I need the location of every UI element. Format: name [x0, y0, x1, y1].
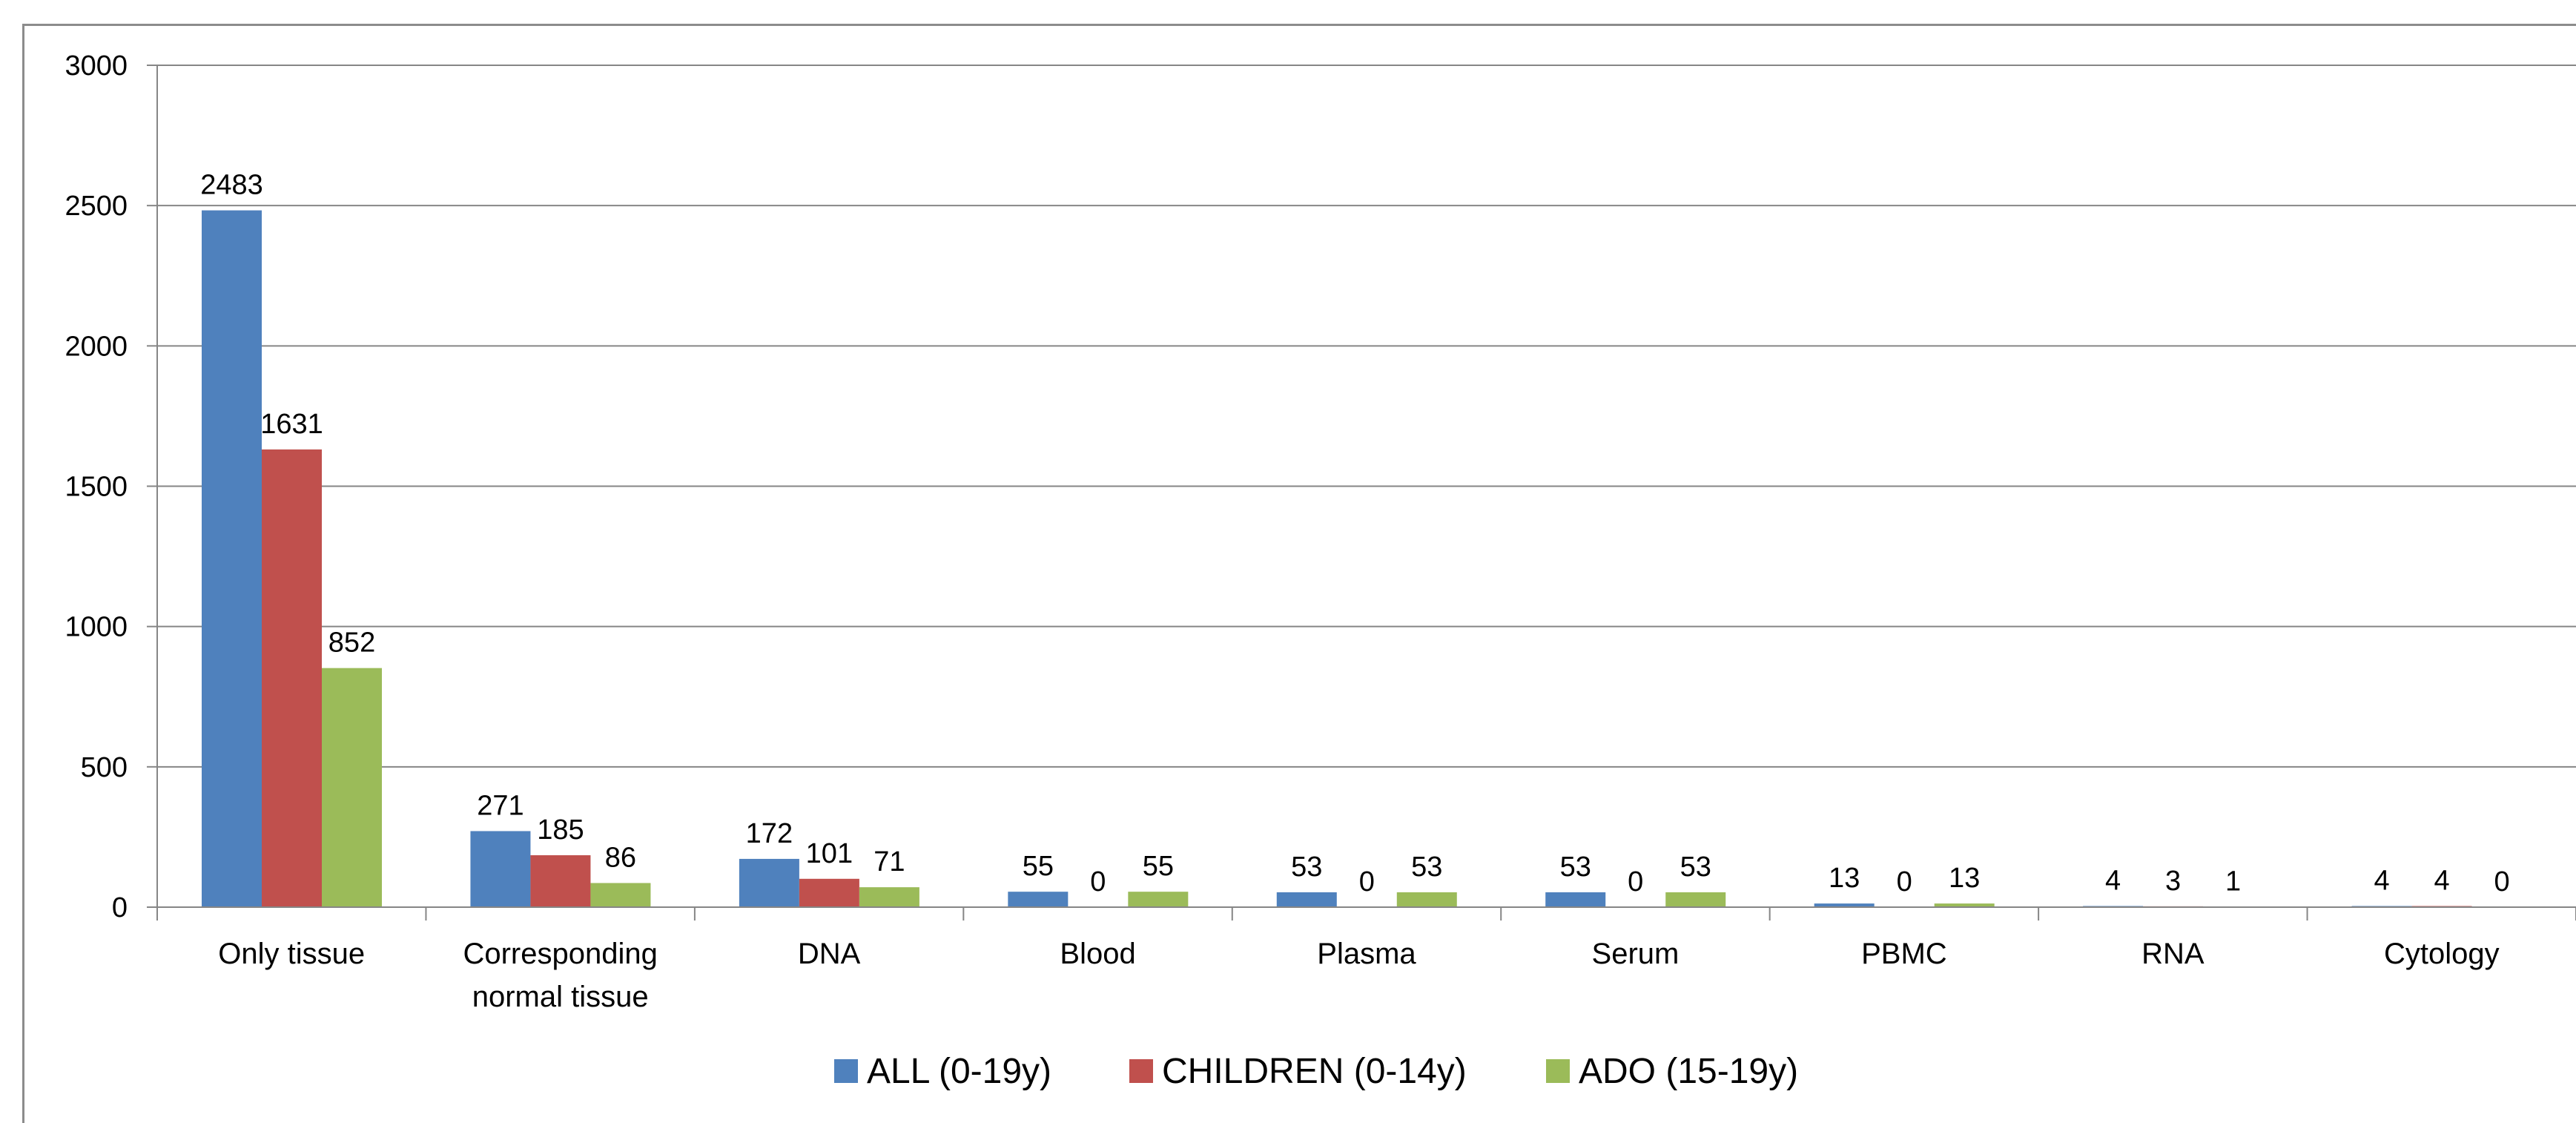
data-label: 1631	[260, 409, 323, 440]
bar	[1665, 892, 1726, 907]
data-label: 4	[2434, 865, 2449, 896]
bar	[590, 883, 651, 907]
y-axis: 0 500 1000 1500 2000 2500 3000	[65, 50, 158, 923]
y-tick-label: 0	[112, 892, 128, 923]
bar	[799, 878, 859, 907]
x-category-label-line: Blood	[1060, 938, 1135, 970]
data-label: 1	[2225, 866, 2241, 898]
data-label: 0	[1359, 866, 1375, 898]
y-tick-label: 3000	[65, 50, 128, 82]
bars	[202, 210, 2472, 907]
data-label: 185	[537, 814, 584, 846]
x-category-label-line: Plasma	[1317, 938, 1416, 970]
data-label: 4	[2374, 865, 2389, 896]
legend: ALL (0-19y) CHILDREN (0-14y) ADO (15-19y)	[834, 1052, 1798, 1091]
bar	[262, 449, 322, 907]
legend-label: CHILDREN (0-14y)	[1162, 1052, 1467, 1091]
data-label: 0	[1897, 866, 1912, 898]
bar	[1814, 903, 1875, 907]
x-category-label-line: PBMC	[1861, 938, 1947, 970]
legend-swatch	[1129, 1059, 1153, 1083]
y-tick-label: 2500	[65, 191, 128, 222]
x-category-label: Serum	[1592, 938, 1680, 970]
bar	[739, 858, 799, 907]
data-label: 4	[2105, 865, 2121, 896]
y-tick-label: 500	[81, 752, 128, 783]
data-label: 71	[873, 846, 905, 877]
y-tick-label: 1000	[65, 612, 128, 643]
legend-label: ADO (15-19y)	[1579, 1052, 1798, 1091]
x-axis: Only tissue Corresponding normal tissue DNA…	[156, 906, 2576, 1013]
data-label: 0	[2494, 866, 2509, 898]
bar	[859, 887, 919, 907]
y-tick-label: 1500	[65, 472, 128, 503]
x-category-label-line: Cytology	[2384, 938, 2500, 970]
bar	[530, 855, 591, 907]
data-label: 0	[1090, 866, 1106, 898]
data-label: 13	[1949, 863, 1980, 894]
x-category-label: Plasma	[1317, 938, 1416, 970]
data-label: 53	[1291, 852, 1322, 883]
bar	[1545, 892, 1606, 907]
bar	[322, 668, 382, 907]
data-labels: 2483 1631 852 271 185 86 172 101 71 55 0 55 53 0 53 53 0…	[200, 170, 2509, 898]
bar	[1128, 892, 1189, 907]
x-category-label: Blood	[1060, 938, 1135, 970]
data-label: 86	[605, 842, 636, 873]
x-category-label-line: normal tissue	[472, 981, 649, 1013]
data-label: 55	[1023, 851, 1054, 882]
data-label: 53	[1411, 852, 1442, 883]
x-category-label: Only tissue	[218, 938, 365, 970]
bar	[1934, 903, 1995, 907]
x-category-label-line: Serum	[1592, 938, 1680, 970]
x-category-label: PBMC	[1861, 938, 1947, 970]
x-category-label-line: Corresponding	[463, 938, 657, 970]
data-label: 2483	[200, 170, 263, 201]
x-category-label: RNA	[2141, 938, 2205, 970]
bar	[1396, 892, 1457, 907]
data-label: 172	[746, 818, 793, 849]
x-category-label-line: DNA	[798, 938, 861, 970]
data-label: 271	[477, 790, 524, 821]
y-tick-label: 2000	[65, 331, 128, 362]
data-label: 0	[1628, 866, 1643, 898]
data-label: 3	[2165, 866, 2181, 897]
chart-frame	[22, 24, 2576, 1123]
gridlines	[157, 65, 2576, 768]
data-label: 55	[1143, 851, 1174, 882]
x-category-label-line: RNA	[2141, 938, 2205, 970]
x-category-label-line: Only tissue	[218, 938, 365, 970]
data-label: 53	[1560, 852, 1591, 883]
x-category-label: Cytology	[2384, 938, 2500, 970]
data-label: 53	[1680, 852, 1711, 883]
bar	[1008, 892, 1069, 907]
x-category-label: Corresponding normal tissue	[463, 938, 657, 1013]
data-label: 852	[328, 628, 375, 659]
legend-swatch	[834, 1059, 858, 1083]
x-category-label: DNA	[798, 938, 861, 970]
legend-swatch	[1546, 1059, 1570, 1083]
bar	[1276, 892, 1337, 907]
bar	[202, 210, 262, 907]
bar	[470, 831, 531, 907]
data-label: 101	[806, 838, 853, 869]
legend-label: ALL (0-19y)	[867, 1052, 1051, 1091]
data-label: 13	[1829, 863, 1860, 894]
